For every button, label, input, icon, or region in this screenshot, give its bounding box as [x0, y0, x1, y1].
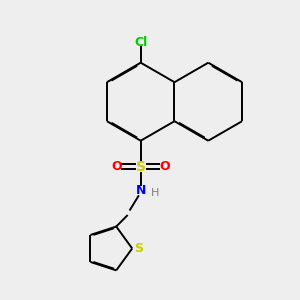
- Text: O: O: [111, 160, 122, 173]
- Text: Cl: Cl: [134, 36, 147, 49]
- Text: S: S: [134, 242, 143, 255]
- Text: H: H: [151, 188, 160, 198]
- Text: O: O: [160, 160, 170, 173]
- Text: N: N: [136, 184, 146, 197]
- Text: S: S: [136, 160, 146, 174]
